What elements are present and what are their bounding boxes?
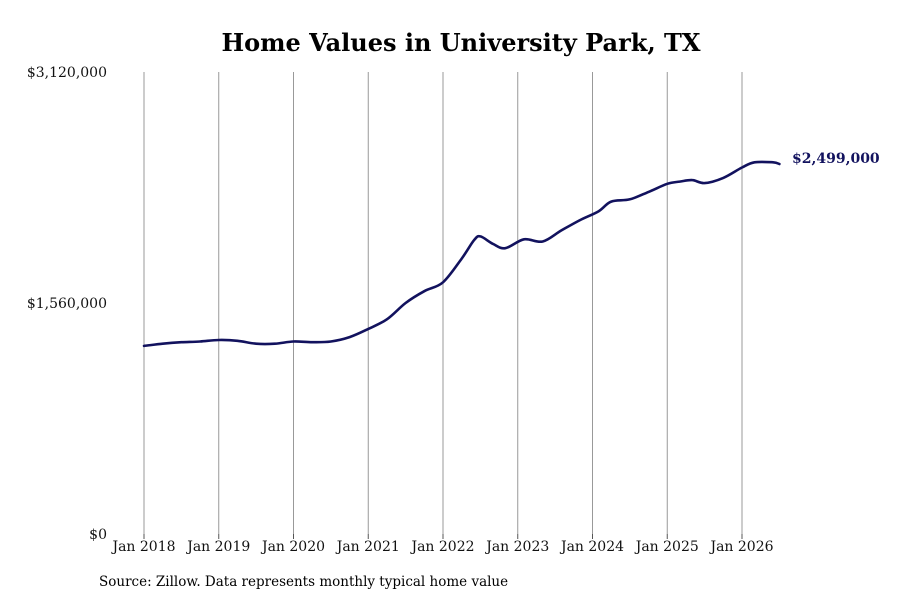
last-value-label: $2,499,000	[792, 151, 880, 167]
home-value-series-line	[142, 160, 781, 348]
x-tick-label-6: Jan 2023	[484, 539, 549, 555]
x-tick-label-1: Jan 2018	[110, 539, 175, 555]
x-tick-label-2: Jan 2019	[185, 539, 250, 555]
series-layer	[142, 160, 781, 348]
source-note: Source: Zillow. Data represents monthly …	[99, 574, 508, 590]
x-tick-label-4: Jan 2021	[335, 539, 400, 555]
x-tick-label-7: Jan 2024	[559, 539, 624, 555]
x-axis-ticks: Jan 2018 Jan 2019 Jan 2020 Jan 2021 Jan 2022…	[110, 534, 774, 555]
y-axis-ticks: $0 $1,560,000 $3,120,000	[27, 65, 107, 543]
x-tick-label-3: Jan 2020	[260, 539, 325, 555]
y-tick-label-3: $3,120,000	[27, 65, 107, 81]
grid-lines	[143, 72, 743, 534]
y-tick-label-1: $0	[89, 527, 107, 543]
x-tick-label-8: Jan 2025	[634, 539, 699, 555]
x-tick-label-5: Jan 2022	[409, 539, 474, 555]
y-tick-label-2: $1,560,000	[27, 296, 107, 312]
chart-title: Home Values in University Park, TX	[221, 28, 700, 57]
x-tick-label-9: Jan 2026	[708, 539, 773, 555]
